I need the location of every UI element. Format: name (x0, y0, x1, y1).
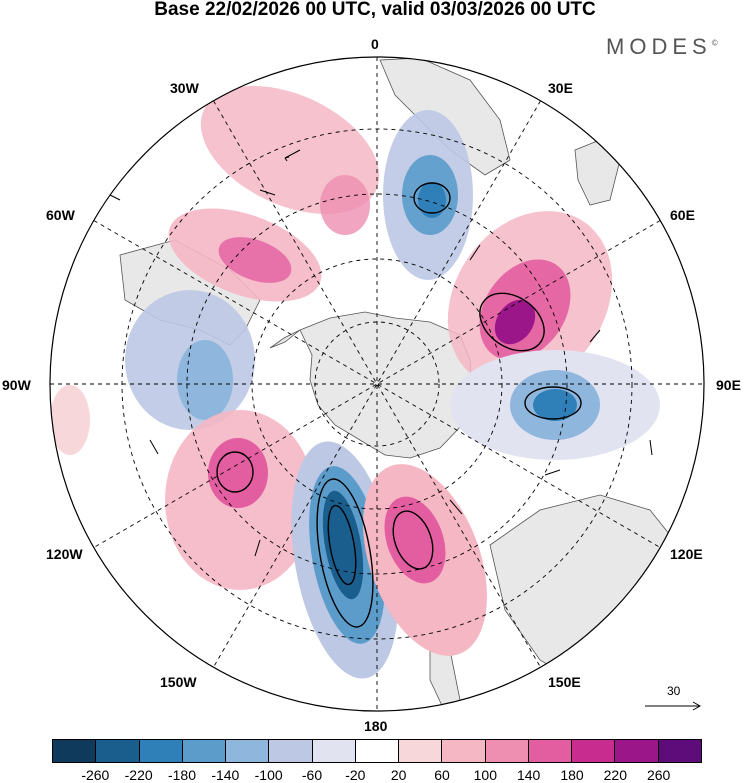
colorbar-tick-label: 60 (434, 767, 450, 783)
anomaly-low-90e-core (533, 389, 577, 421)
colorbar-swatch (355, 740, 400, 762)
contour-low-ross-outer (316, 478, 374, 628)
colorbar-swatch (442, 740, 486, 762)
wind-arrow (544, 469, 561, 476)
lon-label-30e: 30E (548, 80, 573, 96)
colorbar-swatch (485, 740, 529, 762)
chart-title: Base 22/02/2026 00 UTC, valid 03/03/2026… (154, 0, 596, 20)
colorbar-tick-label: -20 (345, 767, 366, 783)
contours (216, 182, 582, 628)
meridian-30e (213, 100, 541, 668)
colorbar-tick-label: 20 (390, 767, 407, 783)
anomaly-high-atlantic-north-core (320, 175, 370, 235)
contour-low-north (413, 182, 451, 214)
lon-label-120w: 120W (46, 546, 83, 562)
colorbar-swatch (615, 740, 659, 762)
colorbar-swatch (658, 740, 701, 762)
lon-label-90e: 90E (716, 377, 741, 393)
colorbar (52, 739, 702, 763)
anomaly-weak-high-west (50, 385, 90, 455)
anomaly-low-southeast-pacific-core (177, 340, 233, 420)
wind-arrow (259, 189, 276, 196)
wind-arrow (589, 329, 601, 343)
colorbar-swatch (226, 740, 270, 762)
colorbar-swatch (139, 740, 183, 762)
wind-arrow (254, 539, 261, 557)
colorbar-tick-label: -180 (167, 767, 197, 783)
colorbar-tick-label: -260 (81, 767, 110, 783)
colorbar-tick-label: 100 (473, 767, 498, 783)
lon-label-90w: 90W (2, 377, 31, 393)
contour-high-indian (479, 292, 545, 352)
anomaly-low-north-0e-core (418, 182, 446, 218)
brand-mark: © (711, 38, 718, 48)
colorbar-swatch (96, 740, 140, 762)
anomaly-high-indian-ocean-core (494, 299, 536, 345)
reference-arrow-icon (645, 701, 702, 711)
colorbar-tick-label: 260 (646, 767, 671, 783)
colorbar-swatch (399, 740, 443, 762)
colorbar-swatch (269, 740, 313, 762)
anomaly-high-pacific-west-core (208, 438, 268, 508)
wind-vectors (107, 149, 653, 557)
lon-label-60e: 60E (670, 207, 695, 223)
lon-label-150e: 150E (548, 674, 581, 690)
brand-text: MODES (606, 34, 712, 59)
graticule (50, 57, 704, 711)
antarctic-peninsula (269, 329, 301, 349)
colorbar-swatch (528, 740, 573, 762)
lon-label-180: 180 (364, 718, 388, 734)
lon-label-0: 0 (371, 36, 379, 52)
colorbar-tick-label: 180 (560, 767, 584, 783)
anomaly-high-south-atlantic-core (218, 237, 292, 283)
colorbar-swatch (312, 740, 356, 762)
lon-label-150w: 150W (160, 674, 197, 690)
colorbar-tick-label: -140 (211, 767, 240, 783)
colorbar-swatch (53, 740, 97, 762)
colorbar-tick-label: -60 (301, 767, 323, 783)
latitude-circle (186, 193, 568, 575)
antarctica (299, 311, 473, 459)
lon-label-60w: 60W (46, 207, 75, 223)
map-border (49, 56, 705, 712)
brand-logo: MODES© (606, 34, 718, 60)
wind-arrow (449, 499, 463, 515)
colorbar-tick-label: 220 (603, 767, 628, 783)
lon-label-30w: 30W (170, 80, 199, 96)
colorbar-tick-label: -100 (254, 767, 283, 783)
reference-vector: 30 (643, 684, 703, 720)
meridian-60e (93, 220, 661, 548)
wind-arrow (649, 439, 653, 456)
wind-arrow (284, 149, 301, 162)
colorbar-tick-label: -220 (124, 767, 153, 783)
wind-arrow (469, 244, 481, 261)
meridian-30w (213, 100, 541, 668)
contour-low-90e (524, 386, 582, 420)
anomaly-fields (50, 85, 660, 679)
contour-low-ross-inner (327, 504, 357, 586)
colorbar-swatch (182, 740, 227, 762)
contour-high-pacific (216, 451, 254, 493)
wind-arrow (149, 439, 159, 455)
meridian-60w (93, 220, 661, 548)
colorbar-tick-label: 140 (516, 767, 541, 783)
reference-vector-label: 30 (667, 684, 681, 698)
colorbar-swatch (572, 740, 616, 762)
lon-label-120e: 120E (670, 546, 703, 562)
